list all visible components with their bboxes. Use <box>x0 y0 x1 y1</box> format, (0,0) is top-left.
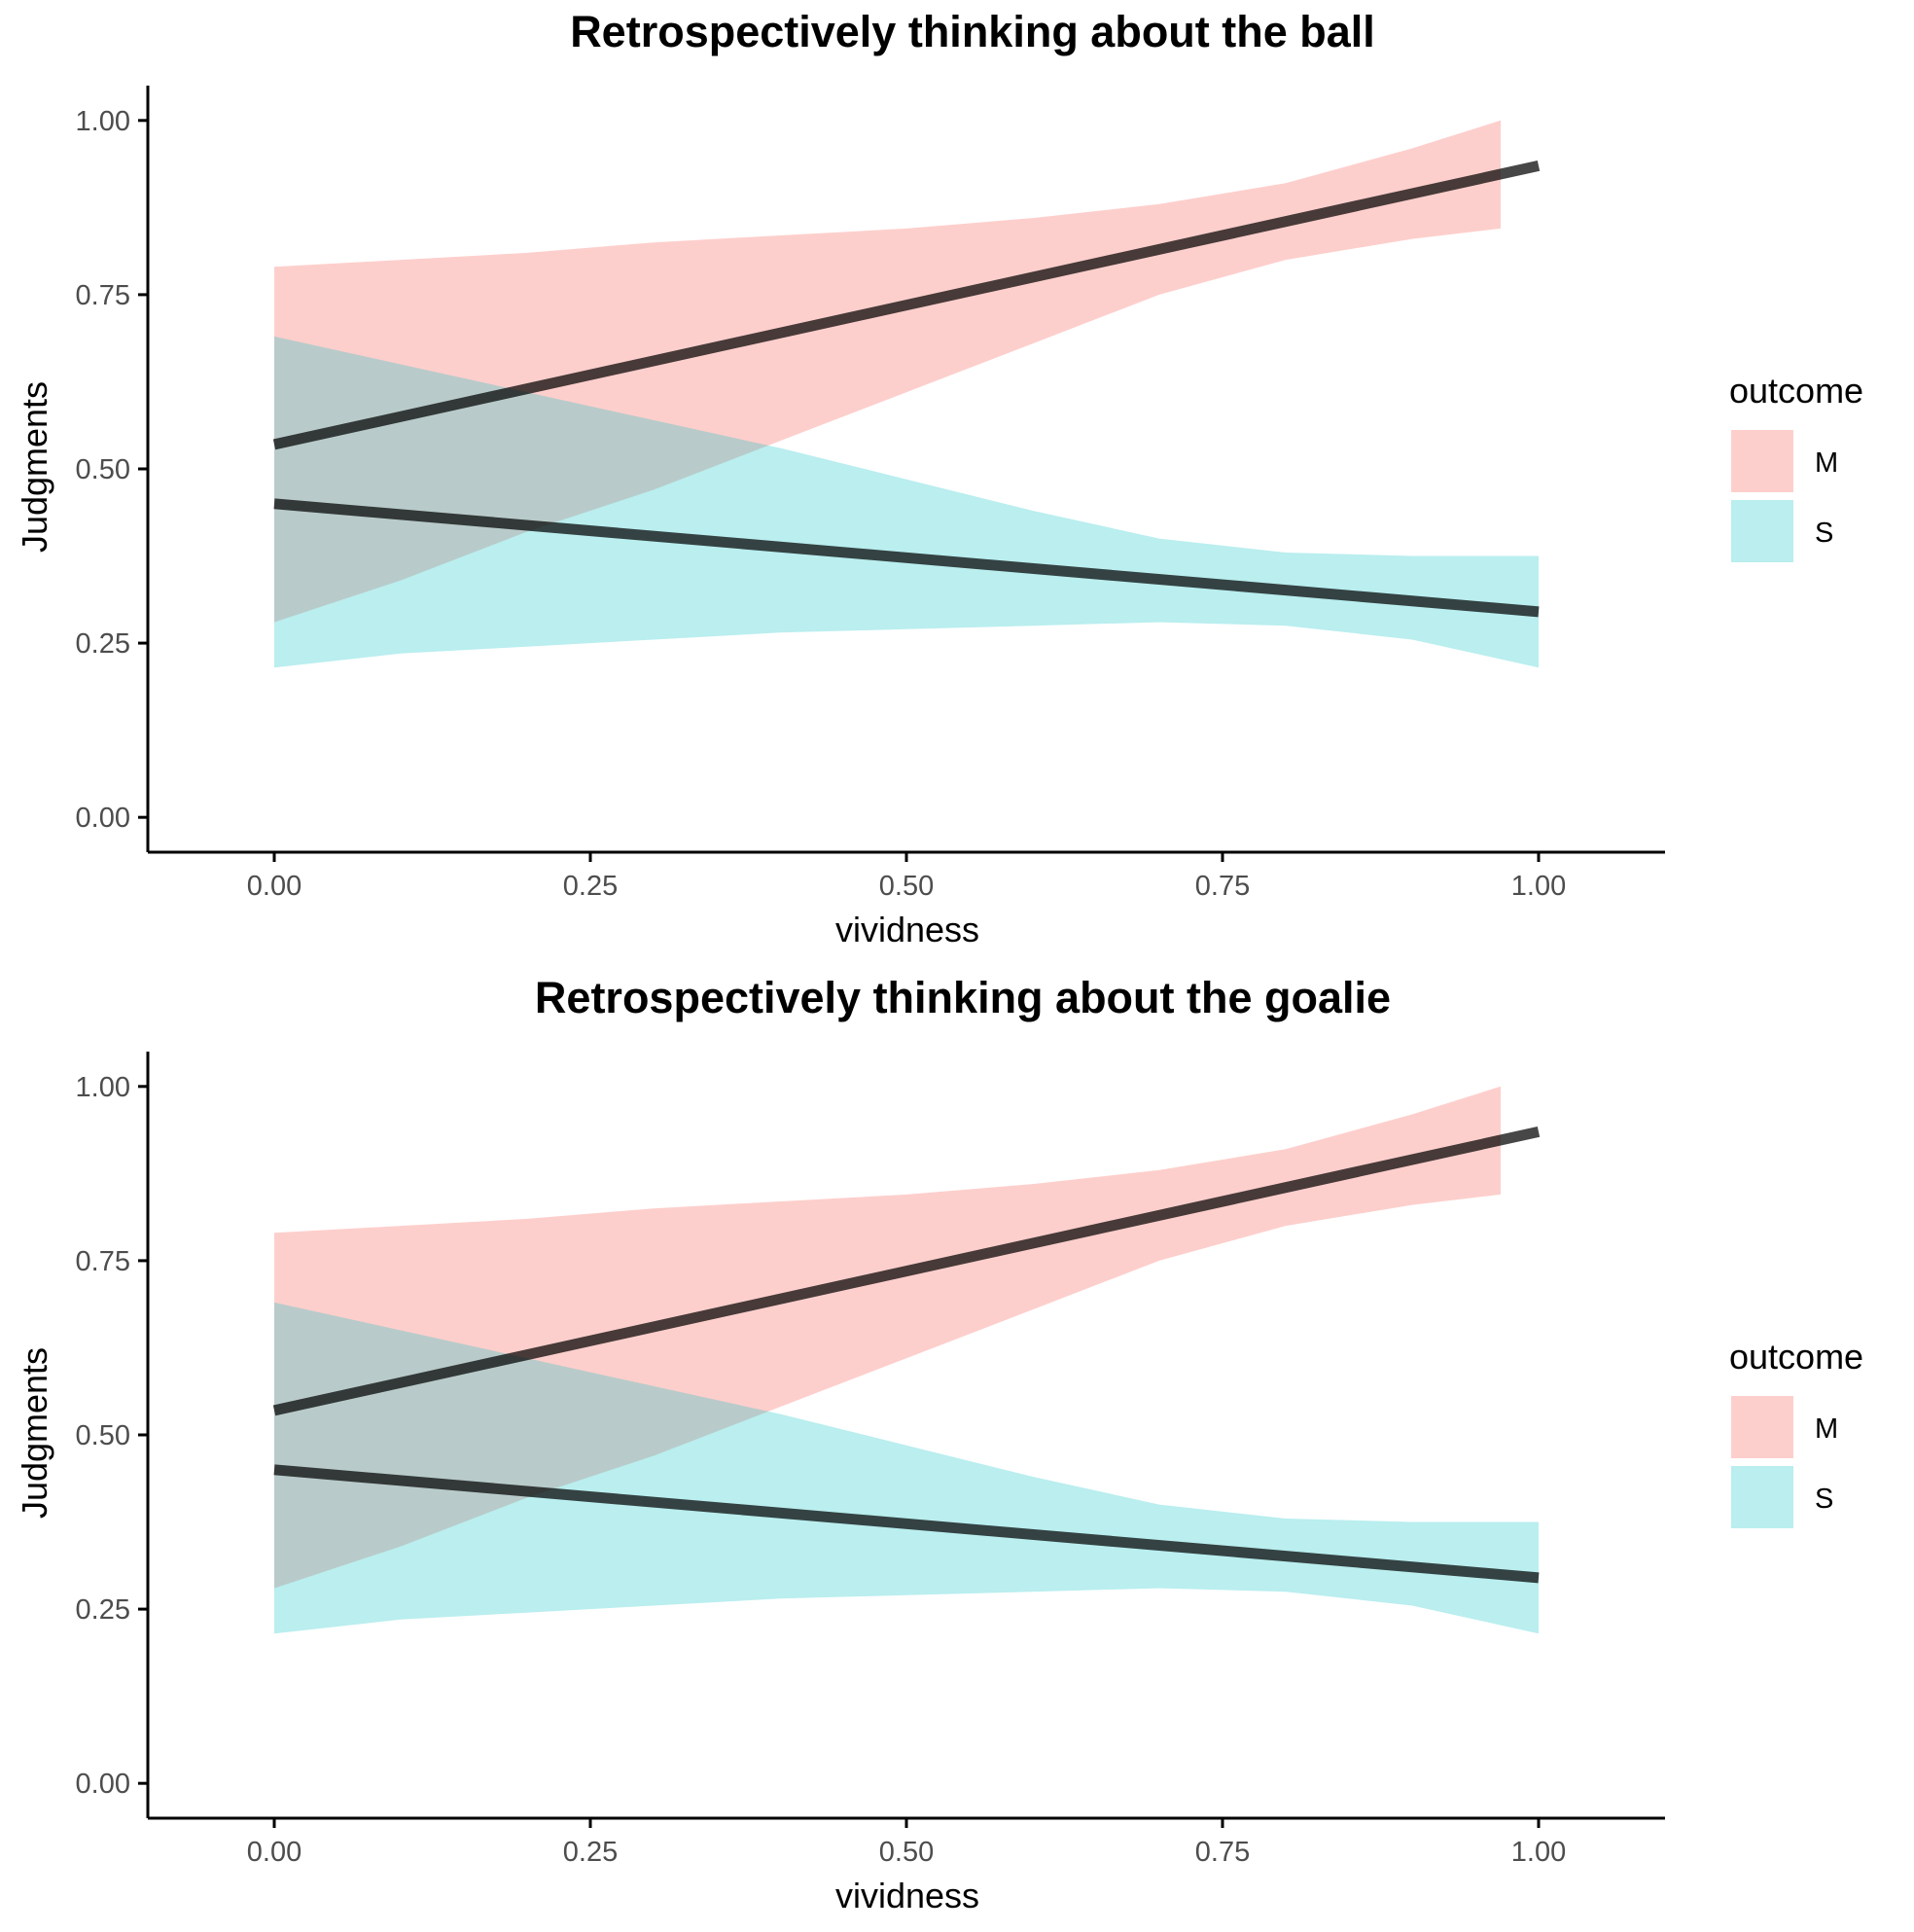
legend: outcome M S <box>1729 371 1863 562</box>
y-tick-label: 0.75 <box>76 1246 130 1277</box>
y-tick-label: 1.00 <box>76 1072 130 1103</box>
legend-title: outcome <box>1729 371 1863 411</box>
y-tick-label: 0.25 <box>76 1594 130 1626</box>
x-tick-label: 0.75 <box>1195 871 1250 902</box>
x-tick-label: 0.00 <box>247 871 301 902</box>
x-tick-label: 1.00 <box>1511 871 1566 902</box>
chart-svg: Retrospectively thinking about the goali… <box>15 973 1863 1915</box>
x-axis-title: vividness <box>835 910 979 949</box>
y-tick-label: 0.00 <box>76 803 130 834</box>
x-tick-label: 0.50 <box>879 1837 934 1868</box>
legend-label-s: S <box>1815 518 1833 549</box>
x-tick-label: 0.00 <box>247 1837 301 1868</box>
chart-svg: Retrospectively thinking about the ball … <box>15 7 1863 949</box>
chart-panel-goalie: Retrospectively thinking about the goali… <box>0 966 1914 1932</box>
y-axis-title: Judgments <box>15 1347 54 1519</box>
x-axis-title: vividness <box>835 1876 979 1915</box>
x-tick-label: 0.75 <box>1195 1837 1250 1868</box>
x-tick-label: 0.25 <box>563 1837 618 1868</box>
legend-label-m: M <box>1815 1413 1838 1445</box>
legend-label-s: S <box>1815 1484 1833 1515</box>
fit-line-m <box>272 1127 1541 1416</box>
legend-label-m: M <box>1815 447 1838 479</box>
legend: outcome M S <box>1729 1337 1863 1528</box>
fit-line-s <box>273 1464 1540 1584</box>
x-tick-label: 0.50 <box>879 871 934 902</box>
plot-area: 0.00 0.25 0.50 0.75 1.00 0.00 0.25 0.50 0.75 1.00 <box>76 1052 1665 1868</box>
legend-title: outcome <box>1729 1337 1863 1377</box>
y-tick-label: 0.50 <box>76 454 130 485</box>
y-axis-title: Judgments <box>15 381 54 553</box>
fit-line-s <box>273 498 1540 618</box>
y-tick-label: 1.00 <box>76 106 130 137</box>
y-tick-label: 0.00 <box>76 1769 130 1800</box>
chart-title: Retrospectively thinking about the ball <box>570 7 1375 56</box>
y-tick-label: 0.50 <box>76 1420 130 1451</box>
fit-line-m <box>272 161 1541 450</box>
legend-key-m <box>1731 1396 1793 1458</box>
legend-key-s <box>1731 1466 1793 1528</box>
y-tick-label: 0.75 <box>76 280 130 311</box>
legend-key-s <box>1731 500 1793 562</box>
x-tick-label: 1.00 <box>1511 1837 1566 1868</box>
y-tick-label: 0.25 <box>76 628 130 660</box>
plot-area: 0.00 0.25 0.50 0.75 1.00 0.00 0.25 0.50 0.75 1.00 <box>76 86 1665 902</box>
chart-title: Retrospectively thinking about the goali… <box>535 973 1391 1022</box>
legend-key-m <box>1731 430 1793 492</box>
chart-panel-ball: Retrospectively thinking about the ball … <box>15 7 1863 949</box>
x-tick-label: 0.25 <box>563 871 618 902</box>
